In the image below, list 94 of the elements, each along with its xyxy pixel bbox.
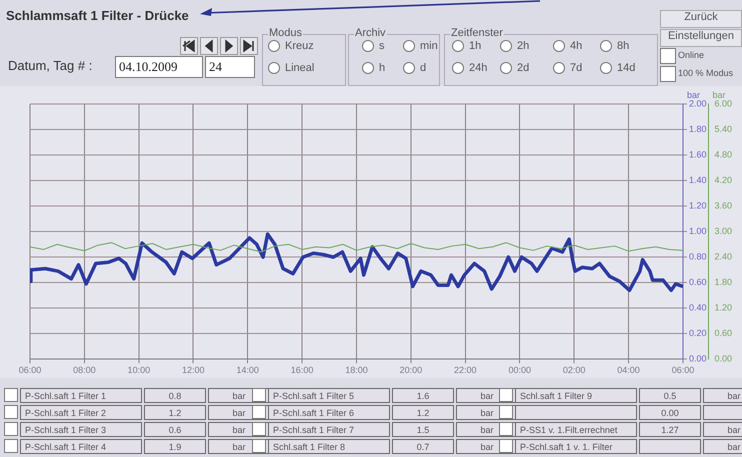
y2-tick-label: 3.60 bbox=[714, 200, 732, 211]
y2-tick-label: 0.60 bbox=[714, 328, 732, 338]
y-tick-label: 0.60 bbox=[688, 277, 706, 288]
text: bar bbox=[208, 439, 270, 454]
y2-tick-label: 6.00 bbox=[714, 98, 732, 108]
x-tick-label: 18:00 bbox=[345, 365, 368, 376]
x-tick-label: 08:00 bbox=[73, 365, 96, 376]
text: 1h bbox=[468, 40, 482, 52]
x-tick-label: 10:00 bbox=[128, 365, 150, 376]
text: bar bbox=[456, 439, 518, 454]
text: P-Schl.saft 1 Filter 2 bbox=[20, 405, 142, 420]
x-tick-label: 02:00 bbox=[562, 365, 586, 376]
text: 7d bbox=[569, 62, 582, 74]
text: 1.2 bbox=[144, 405, 206, 420]
text: Lineal bbox=[284, 62, 314, 74]
y2-tick-label: 3.00 bbox=[714, 226, 732, 236]
y-tick-label: 1.40 bbox=[688, 175, 706, 186]
x-tick-label: 22:00 bbox=[454, 365, 477, 376]
text: bar bbox=[456, 422, 518, 437]
text: 1.27 bbox=[639, 422, 701, 437]
text: 1.6 bbox=[392, 388, 454, 403]
text: 1.9 bbox=[144, 439, 206, 454]
y-axis-title: bar bbox=[686, 90, 700, 100]
text: Schl.saft 1 Filter 9 bbox=[515, 388, 637, 403]
text: P-Schl.saft 1 Filter 6 bbox=[268, 405, 390, 420]
y2-tick-label: 1.80 bbox=[714, 277, 732, 288]
text: Einstellungen bbox=[660, 29, 742, 47]
text: 8h bbox=[616, 40, 630, 52]
text: P-SS1 v. 1.Filt.errechnet bbox=[515, 422, 637, 437]
text: bar bbox=[703, 422, 742, 437]
text: 0.8 bbox=[144, 388, 206, 403]
text: bar bbox=[208, 388, 270, 403]
x-tick-label: 04:00 bbox=[617, 365, 640, 376]
text: Archiv bbox=[354, 27, 387, 39]
text: Online bbox=[678, 50, 704, 60]
x-tick-label: 20:00 bbox=[400, 365, 422, 376]
x-tick-label: 16:00 bbox=[290, 365, 314, 376]
text: Schlammsaft 1 Filter - Drücke bbox=[6, 8, 189, 23]
y-tick-label: 1.60 bbox=[688, 150, 706, 160]
y2-tick-label: 1.20 bbox=[714, 302, 732, 313]
y2-tick-label: 5.40 bbox=[714, 124, 732, 134]
text: h bbox=[378, 62, 386, 74]
y2-tick-label: 4.20 bbox=[714, 175, 732, 186]
text: 0.7 bbox=[392, 439, 454, 454]
y2-axis-title: bar bbox=[712, 90, 726, 100]
y-tick-label: 0.40 bbox=[688, 302, 706, 313]
y-tick-label: 2.00 bbox=[688, 98, 706, 108]
text: 0.5 bbox=[639, 388, 701, 403]
text: 2h bbox=[516, 40, 530, 52]
text: 100 % Modus bbox=[678, 68, 734, 78]
text: Schl.saft 1 Filter 8 bbox=[268, 439, 390, 454]
text: Modus bbox=[268, 27, 304, 39]
y-tick-label: 1.00 bbox=[688, 226, 706, 236]
text: 04.10.2009 bbox=[115, 56, 203, 78]
y-tick-label: 0.20 bbox=[688, 328, 706, 338]
y-tick-label: 1.80 bbox=[688, 124, 706, 134]
text: d bbox=[419, 62, 426, 74]
text: s bbox=[378, 40, 384, 52]
x-tick-label: 12:00 bbox=[182, 365, 205, 376]
text: 1.2 bbox=[392, 405, 454, 420]
x-tick-label: 14:00 bbox=[236, 365, 259, 376]
text: bar bbox=[208, 422, 270, 437]
text: bar bbox=[456, 388, 518, 403]
text: bar bbox=[703, 388, 742, 403]
text: Zeitfenster bbox=[450, 27, 504, 39]
y2-tick-label: 0.00 bbox=[714, 354, 732, 364]
text: P-Schl.saft 1 Filter 3 bbox=[20, 422, 142, 437]
text: P-Schl.saft 1 Filter 7 bbox=[268, 422, 390, 437]
text: 24h bbox=[468, 62, 488, 74]
text: 0.6 bbox=[144, 422, 206, 437]
y2-tick-label: 4.80 bbox=[714, 150, 732, 160]
text: bar bbox=[703, 439, 742, 454]
text: min bbox=[419, 40, 438, 52]
x-tick-label: 00:00 bbox=[508, 365, 531, 376]
y-tick-label: 0.00 bbox=[688, 354, 706, 364]
x-tick-label: 06:00 bbox=[672, 365, 694, 376]
y2-tick-label: 2.40 bbox=[714, 252, 732, 262]
y-tick-label: 0.80 bbox=[688, 252, 706, 262]
text: bar bbox=[456, 405, 518, 420]
text: P-Schl.saft 1 Filter 5 bbox=[268, 388, 390, 403]
text: Kreuz bbox=[284, 40, 314, 52]
text: 24 bbox=[205, 56, 255, 78]
text: 14d bbox=[616, 62, 636, 74]
text: P-Schl.saft 1 Filter 4 bbox=[20, 439, 142, 454]
text: Datum, Tag # : bbox=[8, 58, 92, 73]
text: P-Schl.saft 1 Filter 1 bbox=[20, 388, 142, 403]
text: Zurück bbox=[660, 10, 742, 28]
text: bar bbox=[208, 405, 270, 420]
text: 2d bbox=[516, 62, 530, 74]
y-tick-label: 1.20 bbox=[688, 200, 706, 211]
x-tick-label: 06:00 bbox=[18, 365, 42, 376]
text: 1.5 bbox=[392, 422, 454, 437]
text: P-Schl.saft 1 v. 1. Filter bbox=[515, 439, 637, 454]
text: 4h bbox=[569, 40, 582, 52]
